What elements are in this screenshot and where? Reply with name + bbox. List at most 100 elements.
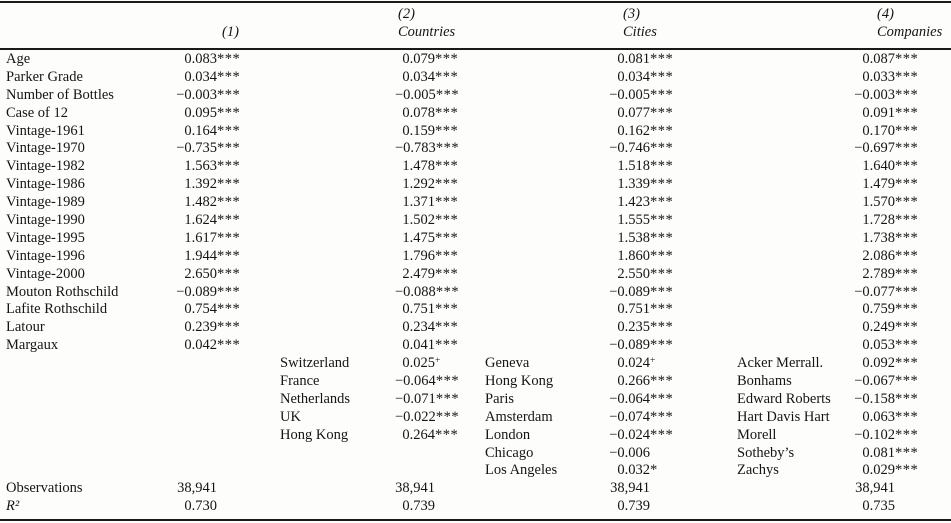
coefficient-value: 0.033 [862,68,895,85]
country-label [247,319,395,337]
coefficient-value: 0.034 [617,68,650,85]
country-label: France [280,373,320,390]
column-title: Companies [877,24,943,40]
table-row: Lafite Rothschild 0.754 *** 0.751 *** 0.751 **… [0,301,951,319]
row-label: Vintage-1986 [6,176,85,193]
company-label [680,69,815,87]
coefficient-value: 0.077 [617,104,650,121]
coefficient-value: 1.392 [184,176,217,193]
city-label [465,301,600,319]
significance-marker: *** [895,86,919,103]
significance-marker: *** [895,462,919,479]
coefficient-value: 0.735 [862,498,895,515]
coefficient-cell: 0.164 *** [172,123,247,141]
company-label [680,194,815,212]
company-label: Bonhams [737,373,792,390]
significance-marker: *** [217,283,241,300]
coefficient-value: −0.089 [609,283,650,300]
significance-marker: + [435,356,441,367]
coefficient-cell: 2.550 *** [600,266,680,284]
coefficient-value: 0.159 [402,122,435,139]
significance-marker: *** [435,301,459,318]
country-label: UK [280,408,301,425]
coefficient-cell: 0.095 *** [172,105,247,123]
country-label [247,123,395,141]
coefficient-value: −0.697 [854,140,895,157]
coefficient-cell: 1.796 *** [395,248,465,266]
coefficient-value: 0.042 [184,337,217,354]
coefficient-cell: 2.789 *** [815,266,925,284]
country-label [247,301,395,319]
significance-marker: *** [650,373,674,390]
city-label [465,140,600,158]
coefficient-cell: −0.022 *** [395,409,465,427]
significance-marker: *** [895,355,919,372]
coefficient-cell: 0.751 *** [600,301,680,319]
coefficient-cell: 0.081 *** [815,445,925,463]
significance-marker: *** [895,426,919,443]
significance-marker: *** [435,426,459,443]
coefficient-value: 2.479 [402,265,435,282]
significance-marker: *** [217,104,241,121]
city-label [465,87,600,105]
significance-marker [895,480,925,498]
significance-marker: *** [217,229,241,246]
significance-marker: *** [895,176,919,193]
coefficient-cell: 0.034 *** [395,69,465,87]
country-label: Netherlands [280,390,351,407]
significance-marker: *** [650,194,674,211]
coefficient-cell: 0.091 *** [815,105,925,123]
top-rule [0,1,951,3]
coefficient-value: −0.064 [395,373,436,390]
coefficient-cell: 1.392 *** [172,176,247,194]
significance-marker: *** [650,86,674,103]
table-row: R² 0.730 0.739 0.739 0.735 [0,498,951,516]
company-label [680,230,815,248]
significance-marker: *** [650,229,674,246]
coefficient-cell: 0.053 *** [815,337,925,355]
country-label [247,87,395,105]
coefficient-value: 1.538 [617,229,650,246]
coefficient-cell: 0.063 *** [815,409,925,427]
coefficient-value: 0.751 [402,301,435,318]
coefficient-cell: −0.783 *** [395,140,465,158]
coefficient-value: 2.650 [184,265,217,282]
significance-marker: *** [217,265,241,282]
coefficient-cell: 0.739 [600,498,680,516]
coefficient-value: 1.518 [617,158,650,175]
company-label [680,176,815,194]
significance-marker [217,498,247,516]
country-label [247,230,395,248]
coefficient-value: −0.022 [395,408,436,425]
coefficient-value: 1.738 [862,229,895,246]
significance-marker: *** [650,265,674,282]
coefficient-cell: 0.751 *** [395,301,465,319]
table-row: Number of Bottles −0.003 *** −0.005 *** −0.00… [0,87,951,105]
significance-marker: *** [217,194,241,211]
coefficient-cell: 1.502 *** [395,212,465,230]
coefficient-cell [395,462,465,480]
coefficient-value: 38,941 [610,480,650,497]
significance-marker: *** [895,212,919,229]
coefficient-cell: 1.478 *** [395,158,465,176]
coefficient-value: −0.067 [854,373,895,390]
significance-marker: *** [650,247,674,264]
coefficient-value: 1.371 [402,194,435,211]
coefficient-value: −0.102 [854,426,895,443]
significance-marker: *** [435,283,460,300]
coefficient-value: 38,941 [855,480,895,497]
city-label [465,51,600,69]
coefficient-cell: −0.003 *** [815,87,925,105]
coefficient-value: 0.083 [184,51,217,67]
table-row: Chicago −0.006 Sotheby’s 0.081 *** [0,445,951,463]
coefficient-cell [172,409,247,427]
coefficient-cell: 0.739 [395,498,465,516]
coefficient-value: 1.475 [402,229,435,246]
table-row: Vintage-1982 1.563 *** 1.478 *** 1.518 *** 1.64… [0,158,951,176]
row-label [0,355,172,373]
significance-marker [435,498,465,516]
coefficient-cell: 0.032 * [600,462,680,480]
city-label: Paris [485,390,514,407]
coefficient-value: 1.860 [617,247,650,264]
row-label: Case of 12 [6,104,69,121]
